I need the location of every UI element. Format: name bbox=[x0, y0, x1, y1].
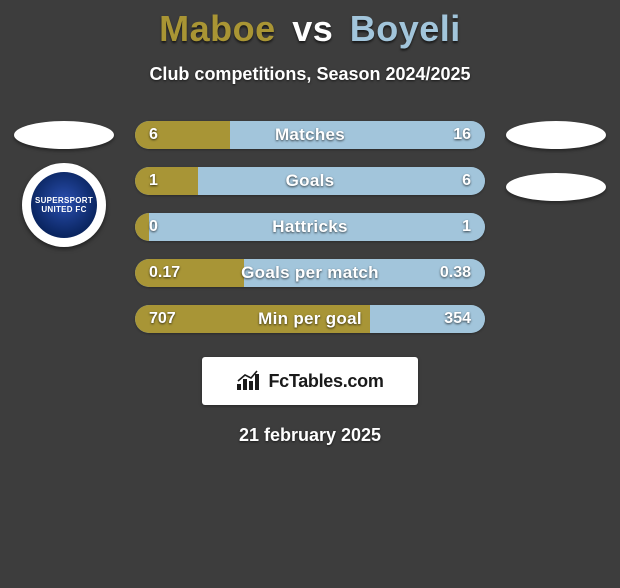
stat-bar: 16Goals bbox=[135, 167, 485, 195]
stat-bar-label: Hattricks bbox=[135, 213, 485, 241]
content-area: SUPERSPORT UNITED FC 616Matches 16Goals 01… bbox=[0, 121, 620, 446]
subtitle: Club competitions, Season 2024/2025 bbox=[0, 64, 620, 85]
stat-bar-label: Goals bbox=[135, 167, 485, 195]
stat-bar: 707354Min per goal bbox=[135, 305, 485, 333]
brand-bars-icon bbox=[236, 370, 262, 392]
brand-box: FcTables.com bbox=[202, 357, 418, 405]
title-vs: vs bbox=[292, 8, 333, 49]
stat-bars: 616Matches 16Goals 01Hattricks 0.170.38Goal… bbox=[135, 121, 485, 333]
left-club-crest-label: SUPERSPORT UNITED FC bbox=[31, 172, 97, 238]
right-side-column bbox=[496, 121, 616, 201]
comparison-title: Maboe vs Boyeli bbox=[0, 8, 620, 50]
right-flag-ellipse-2 bbox=[506, 173, 606, 201]
right-flag-ellipse-1 bbox=[506, 121, 606, 149]
stat-bar-label: Goals per match bbox=[135, 259, 485, 287]
stat-bar: 616Matches bbox=[135, 121, 485, 149]
stat-bar-label: Min per goal bbox=[135, 305, 485, 333]
stat-bar-label: Matches bbox=[135, 121, 485, 149]
stat-bar: 0.170.38Goals per match bbox=[135, 259, 485, 287]
left-flag-ellipse bbox=[14, 121, 114, 149]
date-text: 21 february 2025 bbox=[0, 425, 620, 446]
left-side-column: SUPERSPORT UNITED FC bbox=[4, 121, 124, 247]
title-player1: Maboe bbox=[159, 8, 276, 49]
stat-bar: 01Hattricks bbox=[135, 213, 485, 241]
left-club-crest: SUPERSPORT UNITED FC bbox=[22, 163, 106, 247]
title-player2: Boyeli bbox=[350, 8, 461, 49]
brand-text: FcTables.com bbox=[268, 371, 383, 392]
